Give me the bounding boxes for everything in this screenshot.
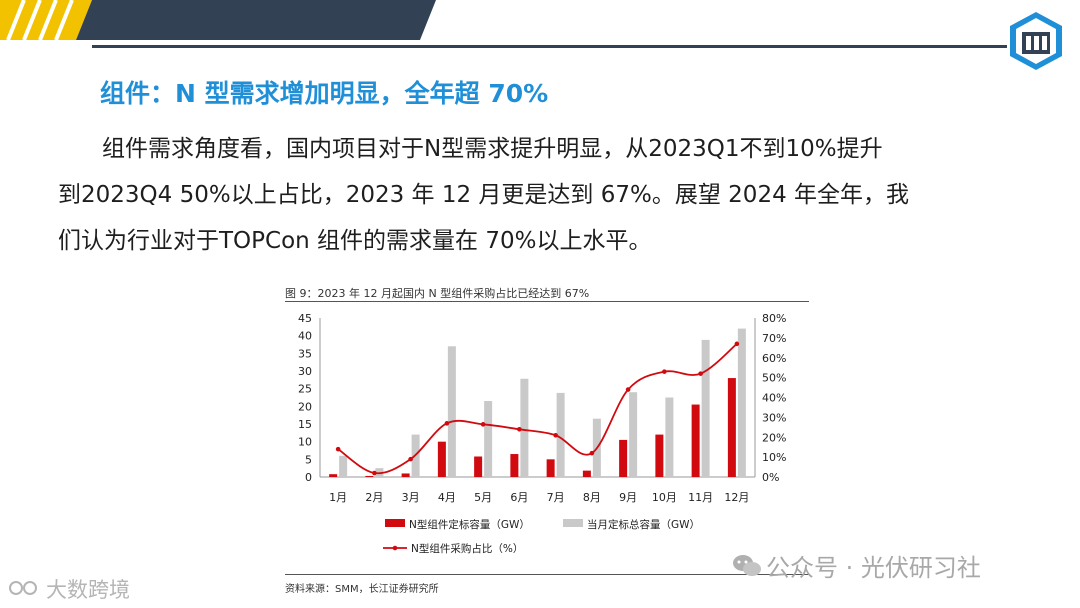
right-tick-label: 0%	[762, 471, 779, 484]
bar-n-type-capacity	[510, 454, 519, 477]
share-point	[480, 422, 486, 427]
x-tick-label: 1月	[329, 491, 347, 504]
bar-n-type-capacity	[727, 378, 736, 477]
left-tick-label: 10	[298, 436, 312, 449]
bar-total-capacity	[629, 392, 638, 477]
x-tick-label: 12月	[724, 491, 749, 504]
header-rule	[92, 45, 1007, 48]
x-tick-label: 2月	[365, 491, 383, 504]
bar-total-capacity	[556, 392, 565, 477]
left-tick-label: 20	[298, 400, 312, 413]
wechat-watermark: 公众号 · 光伏研习社	[766, 554, 981, 582]
share-point	[589, 450, 595, 456]
bar-n-type-capacity	[474, 456, 483, 477]
legend-label-share: N型组件采购占比（%）	[411, 542, 523, 555]
company-logo	[1010, 12, 1062, 70]
paragraph-line-3: 们认为行业对于TOPCon 组件的需求量在 70%以上水平。	[58, 228, 652, 254]
share-line	[337, 343, 738, 475]
figure-title: 图 9：2023 年 12 月起国内 N 型组件采购占比已经达到 67%	[285, 287, 590, 300]
wechat-icon	[733, 555, 761, 576]
x-tick-label: 7月	[547, 491, 565, 504]
share-point	[372, 470, 377, 476]
right-tick-label: 20%	[762, 431, 786, 444]
bar-n-type-capacity	[437, 441, 446, 477]
figure-top-rule	[285, 301, 809, 302]
bar-total-capacity	[701, 339, 710, 477]
right-tick-label: 50%	[762, 372, 786, 385]
corner-watermark-icon	[9, 581, 37, 595]
legend-swatch-share-dot	[392, 545, 398, 551]
left-tick-label: 25	[298, 383, 312, 396]
bar-total-capacity	[447, 346, 456, 477]
legend-swatch-n-type	[385, 519, 405, 527]
left-tick-label: 30	[298, 365, 312, 378]
banner-dark-band	[76, 0, 436, 40]
figure-bottom-rule	[285, 574, 809, 575]
bar-n-type-capacity	[655, 434, 664, 477]
left-tick-label: 15	[298, 418, 312, 431]
share-point	[408, 456, 413, 462]
share-point	[698, 371, 703, 376]
legend-swatch-total	[563, 519, 583, 527]
paragraph-line-1: 组件需求角度看，国内项目对于N型需求提升明显，从2023Q1不到10%提升	[102, 136, 883, 162]
banner-stripe-lines	[6, 0, 74, 40]
share-point	[734, 341, 740, 347]
x-tick-label: 11月	[688, 491, 713, 504]
left-tick-label: 5	[305, 453, 312, 466]
x-tick-label: 9月	[619, 491, 637, 504]
bar-total-capacity	[665, 397, 674, 477]
figure-source: 资料来源：SMM，长江证券研究所	[285, 584, 439, 595]
n-type-module-chart: 0 5 10 15 20 25 30 35 40 45 0% 10% 20% 30% 40% 50% 60% 70…	[298, 312, 786, 555]
x-tick-label: 10月	[652, 491, 677, 504]
bar-n-type-capacity	[691, 404, 700, 477]
bar-total-capacity	[484, 401, 493, 477]
x-tick-label: 6月	[510, 491, 528, 504]
share-point	[444, 421, 450, 426]
bar-total-capacity	[520, 378, 529, 477]
share-point	[553, 432, 558, 438]
left-tick-label: 35	[298, 347, 312, 360]
bar-total-capacity	[737, 328, 746, 477]
x-tick-label: 5月	[474, 491, 492, 504]
paragraph-line-2: 到2023Q4 50%以上占比，2023 年 12 月更是达到 67%。展望 2…	[58, 182, 910, 208]
share-point	[517, 427, 522, 432]
share-point	[625, 387, 631, 392]
legend-label-total: 当月定标总容量（GW）	[587, 518, 700, 531]
corner-watermark: 大数跨境	[46, 578, 130, 602]
bar-n-type-capacity	[329, 474, 338, 477]
right-tick-label: 30%	[762, 411, 786, 424]
right-tick-label: 10%	[762, 451, 786, 464]
bar-n-type-capacity	[582, 470, 591, 477]
legend-label-n-type: N型组件定标容量（GW）	[409, 518, 530, 531]
x-tick-label: 4月	[438, 491, 456, 504]
right-tick-label: 60%	[762, 352, 786, 365]
bar-n-type-capacity	[401, 473, 410, 477]
bar-n-type-capacity	[365, 475, 374, 477]
x-tick-label: 8月	[583, 491, 601, 504]
right-tick-label: 80%	[762, 312, 786, 325]
bar-n-type-capacity	[546, 459, 555, 477]
right-tick-label: 40%	[762, 392, 786, 405]
top-banner	[0, 0, 436, 40]
left-tick-label: 40	[298, 330, 312, 343]
x-tick-label: 3月	[402, 491, 420, 504]
left-tick-label: 0	[305, 471, 312, 484]
left-tick-label: 45	[298, 312, 312, 325]
page-heading: 组件：N 型需求增加明显，全年超 70%	[100, 79, 549, 108]
share-point	[662, 369, 667, 374]
share-point	[335, 446, 341, 452]
bar-total-capacity	[339, 455, 348, 477]
right-tick-label: 70%	[762, 332, 786, 345]
bar-n-type-capacity	[619, 439, 628, 477]
body-paragraph: 组件需求角度看，国内项目对于N型需求提升明显，从2023Q1不到10%提升 到2…	[58, 126, 1038, 264]
